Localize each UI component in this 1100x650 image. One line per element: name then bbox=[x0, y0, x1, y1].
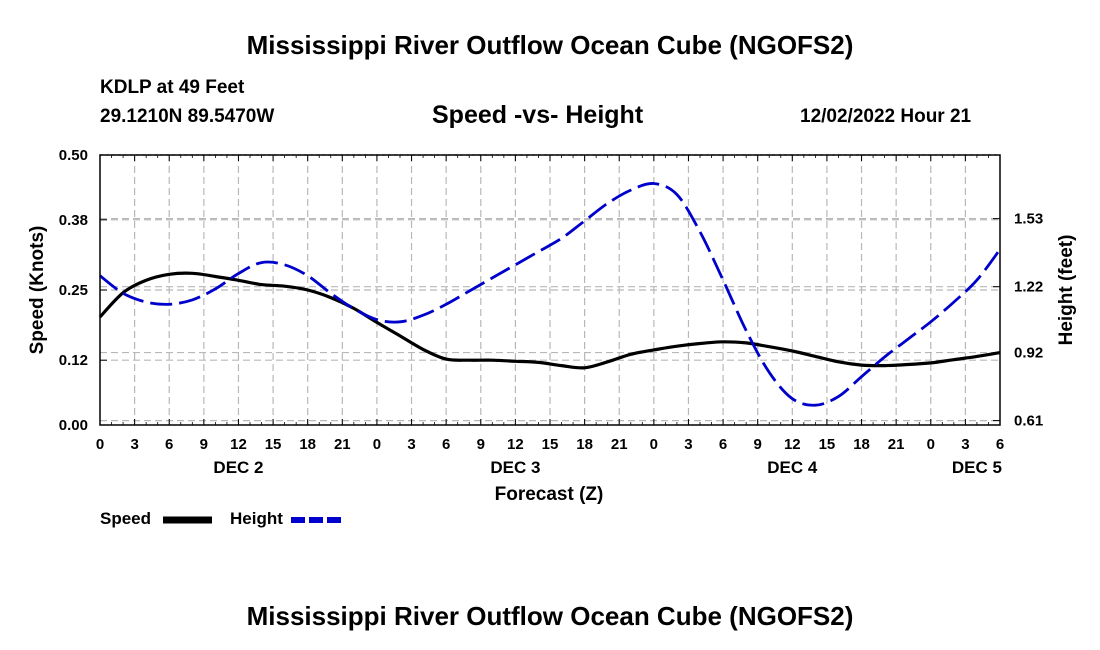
date-label: DEC 5 bbox=[952, 458, 1002, 477]
x-tick-label: 18 bbox=[853, 436, 870, 453]
chart-main-title: Mississippi River Outflow Ocean Cube (NG… bbox=[246, 30, 854, 60]
x-tick-label: 3 bbox=[961, 436, 969, 453]
date-label: DEC 3 bbox=[490, 458, 540, 477]
y-axis-title: Speed (Knots) bbox=[27, 226, 48, 355]
x-tick-label: 0 bbox=[650, 436, 658, 453]
forecast-datetime: 12/02/2022 Hour 21 bbox=[800, 106, 972, 127]
x-tick-label: 9 bbox=[477, 436, 485, 453]
x-tick-label: 18 bbox=[576, 436, 593, 453]
footer-title: Mississippi River Outflow Ocean Cube (NG… bbox=[246, 601, 854, 631]
x-tick-label: 9 bbox=[200, 436, 208, 453]
y-tick-label: 0.12 bbox=[59, 352, 88, 369]
x-tick-label: 0 bbox=[373, 436, 381, 453]
x-tick-label: 12 bbox=[507, 436, 524, 453]
x-tick-label: 6 bbox=[719, 436, 727, 453]
x-tick-label: 3 bbox=[684, 436, 692, 453]
y2-tick-label: 0.61 bbox=[1014, 413, 1043, 430]
y2-tick-label: 1.53 bbox=[1014, 211, 1043, 228]
x-tick-label: 15 bbox=[819, 436, 836, 453]
x-tick-label: 0 bbox=[96, 436, 104, 453]
coordinates-label: 29.1210N 89.5470W bbox=[100, 106, 275, 127]
grid-lines bbox=[100, 154, 1000, 425]
x-tick-label: 0 bbox=[927, 436, 935, 453]
height-series-line bbox=[99, 182, 1002, 407]
chart-subtitle: Speed -vs- Height bbox=[432, 101, 644, 129]
x-tick-label: 21 bbox=[888, 436, 905, 453]
x-tick-label: 21 bbox=[334, 436, 351, 453]
x-tick-label: 18 bbox=[299, 436, 316, 453]
x-tick-label: 15 bbox=[265, 436, 282, 453]
x-tick-label: 3 bbox=[130, 436, 138, 453]
station-label: KDLP at 49 Feet bbox=[100, 77, 245, 98]
date-label: DEC 2 bbox=[213, 458, 263, 477]
x-tick-label: 3 bbox=[407, 436, 415, 453]
x-tick-label: 21 bbox=[611, 436, 628, 453]
series-lines bbox=[98, 182, 1002, 407]
x-tick-label: 12 bbox=[784, 436, 801, 453]
legend-height-label: Height bbox=[230, 509, 283, 528]
x-tick-label: 9 bbox=[754, 436, 762, 453]
legend-speed-label: Speed bbox=[100, 509, 152, 528]
x-axis-title: Forecast (Z) bbox=[495, 484, 604, 505]
x-tick-label: 15 bbox=[542, 436, 559, 453]
x-tick-label: 6 bbox=[442, 436, 450, 453]
axis-labels: 0 3 6 9 12 15 18 21 0 3 6 9 12 15 18 21 0 3 6 9 12 15 18 21 0 3 60… bbox=[59, 147, 1043, 477]
y-tick-label: 0.38 bbox=[59, 212, 88, 229]
y-tick-label: 0.50 bbox=[59, 147, 88, 164]
speed-series-line bbox=[98, 271, 1001, 370]
y-tick-label: 0.00 bbox=[59, 417, 88, 434]
y2-tick-label: 1.22 bbox=[1014, 279, 1043, 296]
x-tick-label: 12 bbox=[230, 436, 247, 453]
date-label: DEC 4 bbox=[767, 458, 818, 477]
y2-axis-title: Height (feet) bbox=[1056, 235, 1077, 346]
x-tick-label: 6 bbox=[165, 436, 173, 453]
axis-ticks bbox=[99, 154, 1001, 426]
y-tick-label: 0.25 bbox=[59, 282, 88, 299]
x-tick-label: 6 bbox=[996, 436, 1004, 453]
y2-tick-label: 0.92 bbox=[1014, 345, 1043, 362]
